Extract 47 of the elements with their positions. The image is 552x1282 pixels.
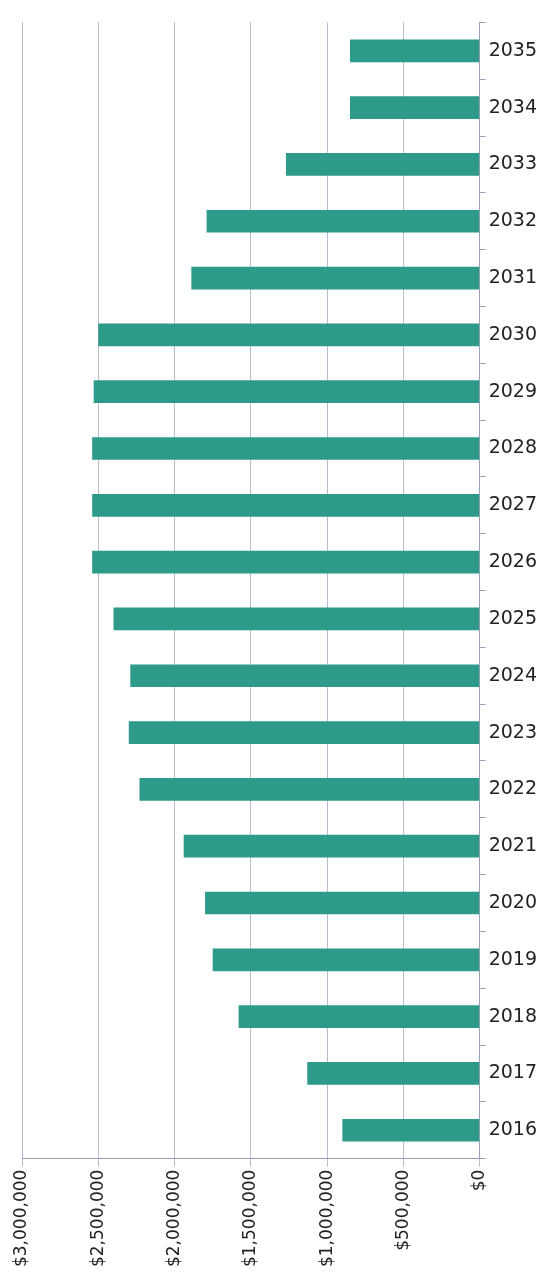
y-tick-label: 2026 xyxy=(488,549,538,572)
x-tick-label: $2,000,000 xyxy=(162,1169,183,1268)
y-tick-label: 2034 xyxy=(488,94,538,117)
y-tick-label: 2025 xyxy=(488,605,538,628)
bar xyxy=(212,948,480,972)
bar xyxy=(349,96,480,119)
bar xyxy=(285,153,480,176)
bar xyxy=(92,437,480,460)
y-tick-label: 2033 xyxy=(488,151,538,174)
y-tick-label: 2028 xyxy=(488,435,538,458)
y-tick-label: 2017 xyxy=(488,1060,538,1083)
y-tick-label: 2029 xyxy=(488,378,538,401)
bar xyxy=(342,1118,480,1142)
bar xyxy=(98,323,480,347)
bar xyxy=(139,778,480,801)
bar xyxy=(238,1005,480,1028)
bar xyxy=(93,380,480,404)
y-tick-label: 2035 xyxy=(488,37,538,60)
x-tick-label: $1,000,000 xyxy=(315,1169,336,1268)
x-tick-label: $3,000,000 xyxy=(10,1169,31,1268)
bar xyxy=(205,891,480,915)
bar xyxy=(183,834,480,858)
y-tick-label: 2024 xyxy=(488,662,538,685)
x-tick-label: $2,500,000 xyxy=(86,1169,107,1268)
y-tick-label: 2018 xyxy=(488,1003,538,1026)
bar xyxy=(128,721,480,744)
bar xyxy=(92,550,480,574)
bar xyxy=(349,39,480,63)
x-tick-label: $0 xyxy=(468,1169,489,1192)
y-tick-label: 2023 xyxy=(488,719,538,742)
x-tick-label: $500,000 xyxy=(391,1169,412,1251)
x-tick-label: $1,500,000 xyxy=(239,1169,260,1268)
y-tick-label: 2027 xyxy=(488,492,538,515)
bar xyxy=(307,1062,480,1085)
y-tick-label: 2016 xyxy=(488,1117,538,1140)
bar xyxy=(191,266,480,290)
y-tick-label: 2032 xyxy=(488,208,538,231)
y-tick-label: 2020 xyxy=(488,889,538,912)
y-tick-label: 2019 xyxy=(488,946,538,969)
bar xyxy=(92,493,480,517)
bar xyxy=(206,209,480,233)
bar xyxy=(113,607,480,631)
y-tick-label: 2031 xyxy=(488,265,538,287)
y-tick-label: 2022 xyxy=(488,776,538,799)
y-tick-label: 2021 xyxy=(488,833,538,856)
y-tick-label: 2030 xyxy=(488,321,538,344)
bar xyxy=(130,664,480,688)
